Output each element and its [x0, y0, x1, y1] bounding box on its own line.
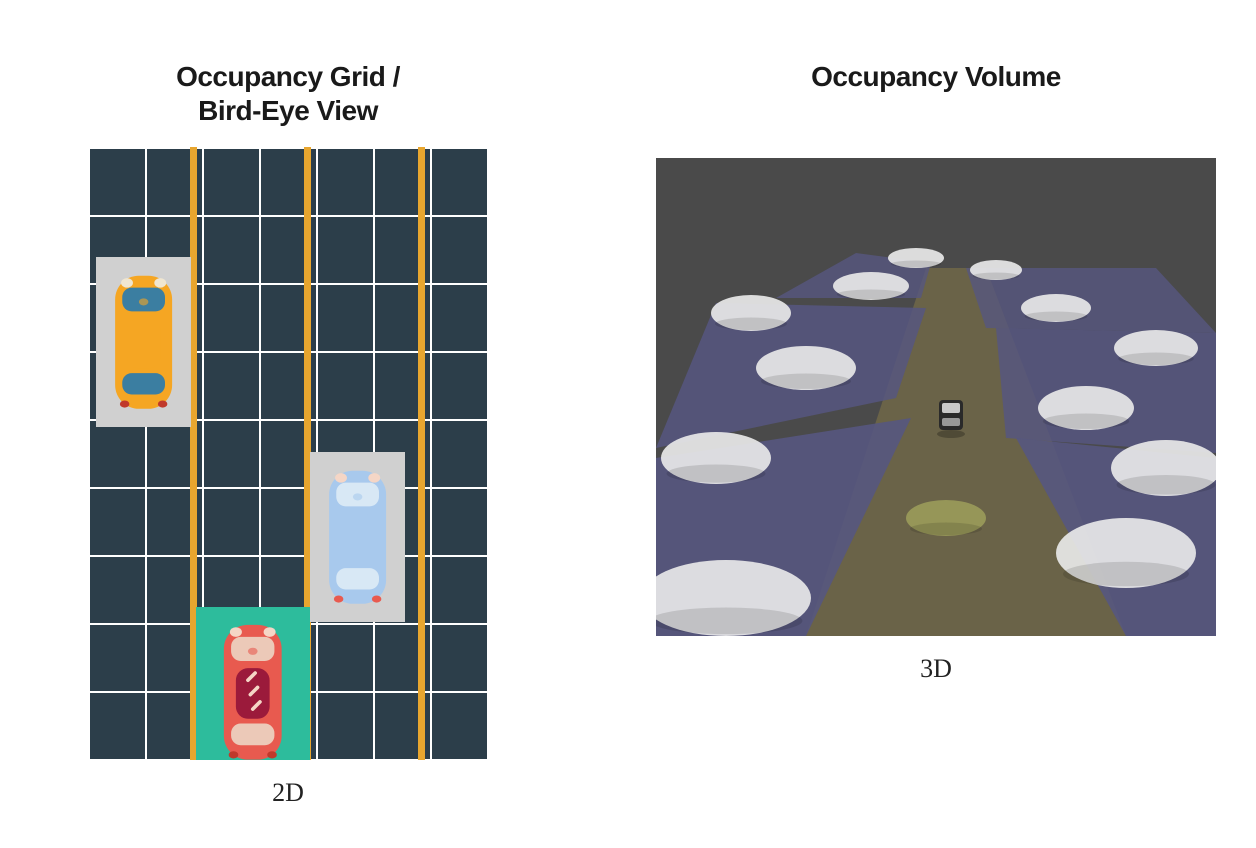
- lane-line: [418, 147, 425, 760]
- grid-line-h: [88, 147, 488, 149]
- grid-line-v: [487, 147, 488, 760]
- red-car-ego-icon: [210, 620, 296, 760]
- blue-car-icon: [322, 465, 393, 610]
- volume-blob-shadow-6: [1063, 561, 1189, 586]
- grid-line-h: [88, 555, 488, 557]
- left-title: Occupancy Grid /Bird-Eye View: [176, 60, 400, 127]
- volume-blob-shadow-1: [667, 464, 766, 482]
- right-caption: 3D: [920, 654, 952, 684]
- blue-car-cell: [310, 452, 405, 622]
- volume-blob-shadow-5: [891, 260, 941, 267]
- volume-blob-shadow-7: [1117, 475, 1216, 495]
- right-title: Occupancy Volume: [811, 60, 1061, 94]
- volume-blob-shadow-9: [1118, 352, 1194, 365]
- volume-blob-shadow-11: [973, 272, 1020, 279]
- volume-blob-shadow-8: [1043, 413, 1129, 428]
- right-panel: Occupancy Volume 3D: [656, 60, 1216, 808]
- red-car-ego-cell: [196, 607, 310, 760]
- occupancy-grid: [88, 147, 488, 760]
- volume-blob-shadow-10: [1025, 311, 1088, 321]
- grid-line-h: [88, 215, 488, 217]
- grid-line-h: [88, 487, 488, 489]
- grid-line-v: [145, 147, 147, 760]
- volume-blob-shadow-0: [656, 607, 803, 634]
- occupancy-volume: [656, 158, 1216, 636]
- volume-blob-shadow-4: [837, 289, 905, 299]
- left-panel: Occupancy Grid /Bird-Eye View: [40, 60, 536, 808]
- volume-blob-shadow-3: [715, 317, 787, 330]
- left-caption: 2D: [272, 778, 304, 808]
- left-title-line1: Occupancy Grid /Bird-Eye View: [176, 61, 400, 126]
- volume-blob-shadow-2: [761, 373, 851, 388]
- yellow-car-icon: [108, 270, 179, 415]
- volume-scene-svg: [656, 158, 1216, 636]
- grid-line-v: [88, 147, 90, 760]
- diagram-container: Occupancy Grid /Bird-Eye View: [0, 0, 1256, 848]
- ego-car-3d: [937, 400, 965, 438]
- grid-line-v: [430, 147, 432, 760]
- yellow-car-cell: [96, 257, 191, 427]
- volume-blob-shadow-12: [910, 522, 982, 535]
